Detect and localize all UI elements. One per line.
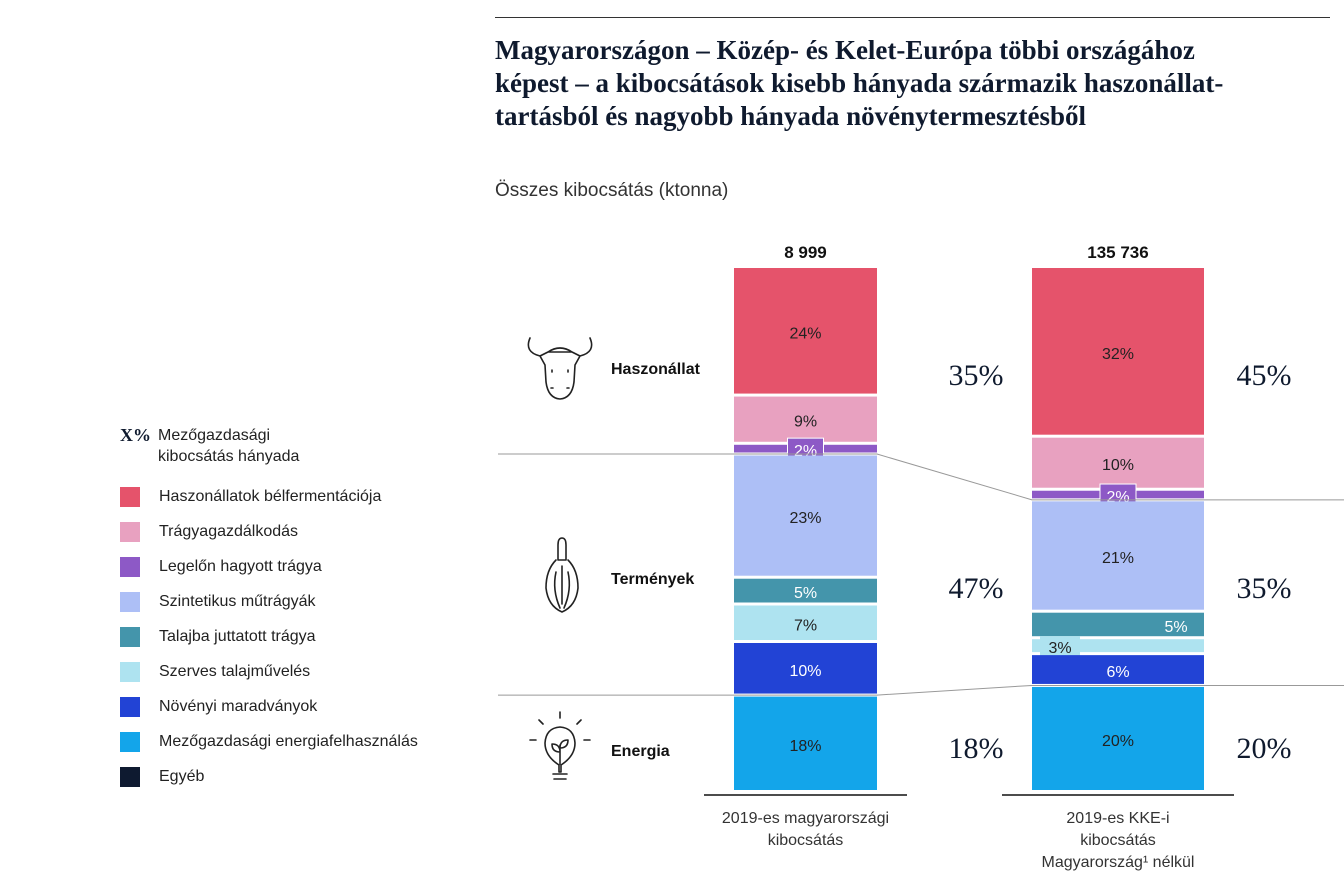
legend-label: Egyéb (159, 767, 205, 785)
legend-marker: X% (120, 425, 151, 445)
group-share: 47% (949, 572, 1004, 605)
bar-segment (1032, 612, 1204, 637)
legend-label: Haszonállatok bélfermentációja (159, 487, 382, 505)
chart-title: Magyarországon – Közép- és Kelet-Európa … (495, 35, 1224, 131)
legend-label: Trágyagazdálkodás (159, 522, 299, 540)
group-divider (498, 453, 1344, 501)
bar-segment (1032, 268, 1204, 435)
legend-item: Legelőn hagyott trágya (120, 549, 418, 584)
bar-segment (1032, 437, 1204, 488)
group-label: Energia (611, 743, 670, 760)
category-label: Magyarország¹ nélkül (1042, 854, 1195, 871)
segment-label: 5% (1164, 619, 1187, 636)
segment-label: 6% (1106, 664, 1129, 681)
segment-label: 24% (789, 325, 821, 342)
bar-segment (1032, 686, 1204, 790)
legend-label: Szerves talajművelés (159, 662, 311, 680)
segment-label: 21% (1102, 550, 1134, 567)
segment-label: 10% (789, 663, 821, 680)
legend-swatch (120, 521, 140, 542)
bar-segment (734, 696, 877, 790)
bar-segment (734, 643, 877, 694)
group-label: Termények (611, 571, 694, 588)
group-label: Haszonállat (611, 361, 701, 378)
legend-swatch (120, 766, 140, 787)
corn-icon (545, 537, 579, 613)
legend-item: Szintetikus műtrágyák (120, 584, 418, 619)
bar-segment (734, 578, 877, 603)
legend-item: Talajba juttatott trágya (120, 619, 418, 654)
segment-label: 18% (789, 738, 821, 755)
category-label: 2019-es KKE-i (1066, 810, 1169, 827)
legend-swatch (120, 486, 140, 507)
chart-subtitle: Összes kibocsátás (ktonna) (495, 180, 729, 201)
legend-label: Szintetikus műtrágyák (159, 592, 316, 610)
segment-label: 7% (794, 617, 817, 634)
legend-item: Egyéb (120, 759, 418, 794)
legend-label: Mezőgazdasági energiafelhasználás (159, 732, 418, 750)
legend-header: X% Mezőgazdasági kibocsátás hányada (120, 425, 418, 467)
cow-icon (527, 337, 593, 400)
label-badge (1040, 636, 1080, 657)
segment-label: 32% (1102, 346, 1134, 363)
group-share: 45% (1237, 359, 1292, 392)
legend-item: Trágyagazdálkodás (120, 514, 418, 549)
legend-label: Legelőn hagyott trágya (159, 557, 322, 575)
legend-swatch (120, 556, 140, 577)
legend-item: Mezőgazdasági energiafelhasználás (120, 724, 418, 759)
category-label: kibocsátás (1080, 832, 1156, 849)
legend-swatch (120, 696, 140, 717)
group-share: 35% (1237, 572, 1292, 605)
bar-total: 8 999 (784, 243, 827, 262)
bar-segment (1032, 655, 1204, 684)
group-divider (498, 684, 1344, 696)
bar-total: 135 736 (1087, 243, 1148, 262)
legend-item: Szerves talajművelés (120, 654, 418, 689)
group-share: 18% (949, 732, 1004, 765)
group-share: 35% (949, 359, 1004, 392)
legend-swatch (120, 661, 140, 682)
segment-label: 5% (794, 585, 817, 602)
legend-swatch (120, 626, 140, 647)
bar-segment (734, 605, 877, 640)
lightbulb-plant-icon (529, 711, 591, 780)
segment-label: 9% (794, 414, 817, 431)
legend-swatch (120, 731, 140, 752)
segment-label: 10% (1102, 457, 1134, 474)
legend-label: Növényi maradványok (159, 697, 318, 715)
bar-segment (734, 455, 877, 576)
top-rule (495, 17, 1330, 18)
segment-label: 3% (1048, 640, 1071, 657)
bar-segment (1032, 501, 1204, 610)
segment-label: 20% (1102, 733, 1134, 750)
legend-label: Talajba juttatott trágya (159, 627, 316, 645)
legend-marker-label: kibocsátás hányada (158, 448, 300, 465)
segment-label: 23% (789, 510, 821, 527)
legend: X% Mezőgazdasági kibocsátás hányada Hasz… (120, 425, 418, 794)
legend-item: Növényi maradványok (120, 689, 418, 724)
legend-marker-label: Mezőgazdasági (158, 427, 271, 444)
legend-swatch (120, 591, 140, 612)
category-label: kibocsátás (768, 832, 844, 849)
legend-item: Haszonállatok bélfermentációja (120, 479, 418, 514)
bar-segment (734, 268, 877, 394)
category-label: 2019-es magyarországi (722, 810, 889, 827)
group-share: 20% (1237, 732, 1292, 765)
bar-segment (734, 396, 877, 442)
